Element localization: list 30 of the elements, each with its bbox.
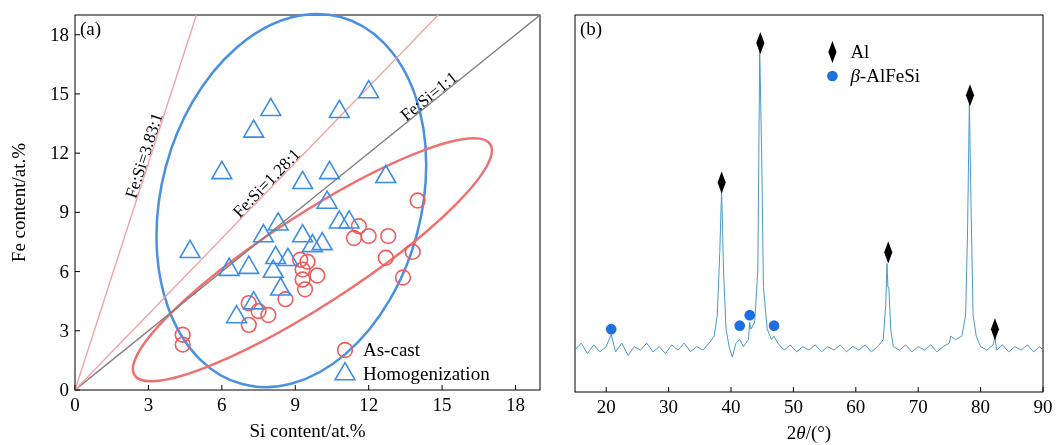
x-tick-label: 9 xyxy=(290,394,301,415)
x-tick-label: 90 xyxy=(1033,396,1053,417)
chart-title: (b) xyxy=(580,18,603,40)
legend-label: Homogenization xyxy=(363,363,491,384)
x-tick-label: 80 xyxy=(971,396,991,417)
x-tick-label: 20 xyxy=(596,396,616,417)
chart-title: (a) xyxy=(80,18,102,40)
y-axis-title: Fe content/at.% xyxy=(8,142,29,263)
y-tick-label: 9 xyxy=(59,201,69,223)
legend-label: Al xyxy=(850,41,870,62)
legend-label: As-cast xyxy=(363,339,421,360)
x-axis-title: 2θ/(°) xyxy=(786,422,832,444)
x-tick-label: 30 xyxy=(659,396,679,417)
x-tick-label: 40 xyxy=(721,396,741,417)
y-tick-label: 12 xyxy=(50,142,69,164)
y-tick-label: 0 xyxy=(59,379,69,400)
x-tick-label: 70 xyxy=(908,396,928,417)
y-tick-label: 15 xyxy=(50,82,69,104)
y-tick-label: 18 xyxy=(50,23,69,45)
x-tick-label: 3 xyxy=(143,394,154,415)
legend-label: β-AlFeSi xyxy=(849,65,921,86)
y-tick-label: 3 xyxy=(59,319,69,341)
x-axis-title: Si content/at.% xyxy=(249,420,366,441)
x-tick-label: 18 xyxy=(506,394,526,415)
x-tick-label: 12 xyxy=(359,394,379,415)
x-tick-label: 15 xyxy=(432,394,452,415)
y-tick-label: 6 xyxy=(59,260,69,282)
x-tick-label: 6 xyxy=(217,394,227,415)
x-tick-label: 60 xyxy=(846,396,866,417)
x-tick-label: 50 xyxy=(783,396,803,417)
